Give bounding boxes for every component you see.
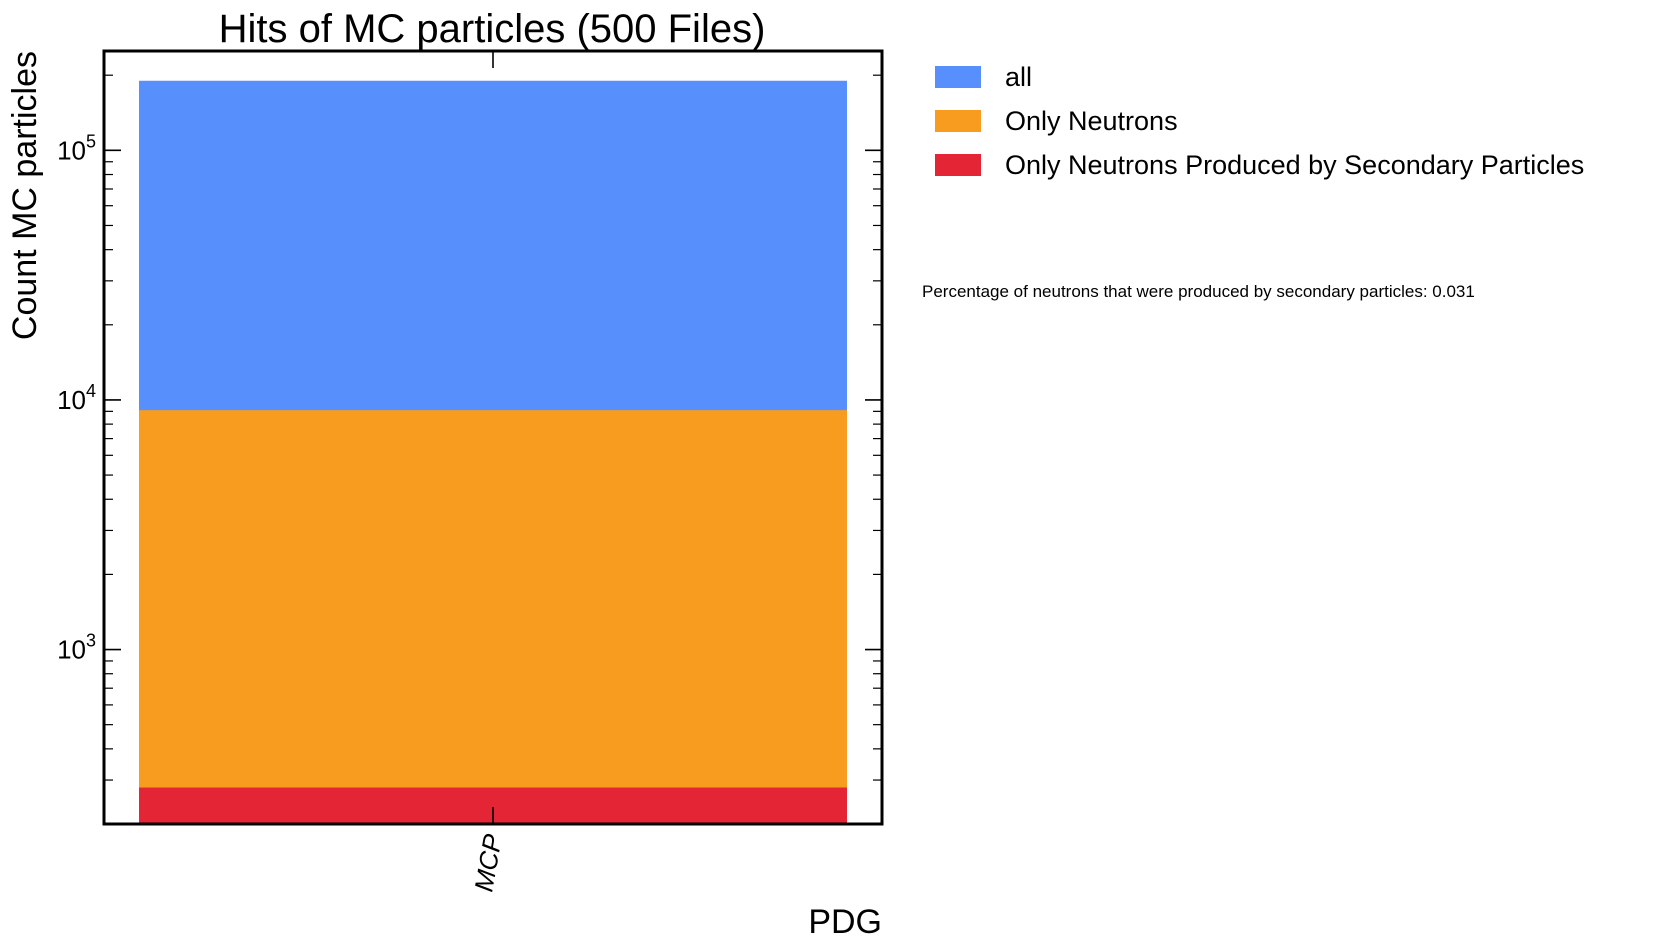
legend-label-1: Only Neutrons [1005, 106, 1178, 136]
x-tick-label: MCP [468, 831, 508, 894]
annotation-text: Percentage of neutrons that were produce… [922, 282, 1475, 301]
x-axis-title: PDG [808, 903, 882, 941]
y-tick-label: 104 [57, 381, 96, 415]
legend-label-0: all [1005, 62, 1032, 92]
legend-swatch-2 [935, 154, 981, 176]
y-tick-label: 105 [57, 131, 96, 165]
y-tick-label: 103 [57, 631, 96, 665]
legend-swatch-0 [935, 66, 981, 88]
bars-group [139, 80, 847, 824]
y-axis-title: Count MC particles [6, 51, 44, 340]
ticks-group: 103 104 105 MCP [57, 51, 882, 894]
legend: all Only Neutrons Only Neutrons Produced b… [935, 62, 1584, 180]
bar-1-0 [139, 410, 847, 824]
legend-swatch-1 [935, 110, 981, 132]
chart-title: Hits of MC particles (500 Files) [219, 7, 766, 51]
legend-label-2: Only Neutrons Produced by Secondary Part… [1005, 150, 1584, 180]
